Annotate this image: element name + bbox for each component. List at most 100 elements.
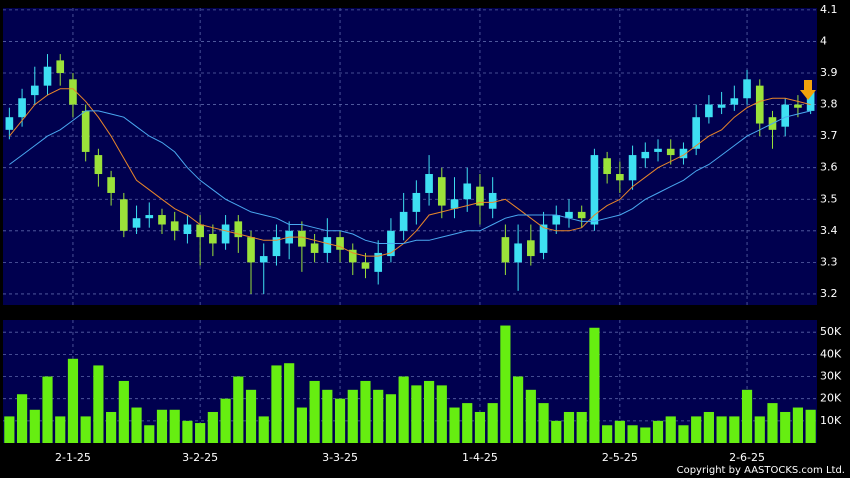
- volume-bar: [322, 389, 333, 443]
- y-tick-label: 3.4: [820, 224, 838, 237]
- candle-body: [552, 215, 561, 225]
- candle-body: [145, 215, 154, 219]
- price-panel: [3, 8, 817, 305]
- volume-bar: [652, 420, 664, 443]
- volume-bar: [462, 403, 473, 443]
- y-tick-label: 3.7: [820, 129, 838, 142]
- volume-bar: [182, 420, 193, 443]
- moving-average-line: [9, 110, 811, 244]
- candle-body: [399, 211, 408, 231]
- volume-bar: [411, 385, 422, 443]
- candle-body: [514, 243, 522, 263]
- volume-bar: [500, 325, 511, 443]
- volume-bar: [55, 416, 66, 443]
- volume-bar: [373, 389, 384, 443]
- y-tick-label: 3.2: [820, 287, 838, 300]
- candle-body: [781, 104, 790, 127]
- candle-body: [501, 237, 510, 263]
- y-tick-label: 50K: [820, 325, 842, 338]
- candle-body: [56, 60, 65, 74]
- volume-bar: [589, 327, 600, 443]
- volume-bar: [665, 416, 676, 443]
- volume-bar: [602, 425, 613, 443]
- candle-body: [590, 155, 599, 225]
- moving-average-line: [9, 88, 811, 257]
- y-tick-label: 40K: [820, 347, 842, 360]
- candle-body: [437, 177, 446, 206]
- volume-bar: [792, 407, 804, 443]
- volume-bar: [220, 398, 231, 443]
- candle-body: [183, 224, 192, 234]
- candle-body: [221, 224, 230, 244]
- candle-body: [361, 262, 370, 269]
- volume-bar: [271, 365, 282, 443]
- candle-body: [18, 98, 26, 118]
- volume-bar: [691, 416, 702, 443]
- volume-bar: [716, 416, 727, 443]
- volume-bar: [525, 389, 536, 443]
- volume-bar: [614, 420, 625, 443]
- candle-body: [81, 110, 90, 152]
- volume-bar: [334, 398, 346, 443]
- signal-arrow: [800, 80, 816, 100]
- candle-body: [120, 199, 128, 231]
- candle-body: [616, 174, 624, 181]
- x-tick-label: 2-6-25: [729, 451, 765, 464]
- y-tick-label: 30K: [820, 370, 842, 383]
- candle-body: [679, 148, 688, 159]
- y-tick-label: 3.8: [820, 98, 838, 111]
- volume-bar: [360, 380, 371, 443]
- volume-bar: [398, 376, 409, 443]
- candle-body: [412, 192, 421, 212]
- candle-body: [463, 183, 472, 200]
- candle-body: [247, 237, 255, 263]
- candle-body: [69, 79, 77, 105]
- volume-bar: [805, 409, 816, 443]
- candle-body: [425, 174, 433, 193]
- candle-body: [666, 148, 675, 156]
- volume-bar: [474, 411, 486, 443]
- volume-bar: [67, 358, 79, 443]
- y-tick-label: 4: [820, 34, 827, 47]
- volume-bar: [678, 425, 689, 443]
- volume-bar: [118, 380, 129, 443]
- candle-body: [806, 91, 815, 111]
- volume-bar: [42, 376, 53, 443]
- y-tick-label: 3.9: [820, 66, 838, 79]
- volume-bar: [563, 411, 575, 443]
- y-tick-label: 20K: [820, 392, 842, 405]
- volume-bar: [195, 423, 206, 443]
- volume-bar: [4, 416, 15, 443]
- volume-bar: [169, 409, 180, 443]
- candle-body: [527, 240, 535, 257]
- volume-bar: [131, 407, 142, 443]
- copyright: Copyright by AASTOCKS.com Ltd.: [677, 465, 845, 476]
- candle-body: [539, 224, 548, 253]
- volume-bar: [538, 403, 549, 443]
- x-tick-label: 1-4-25: [462, 451, 498, 464]
- volume-bar: [347, 389, 358, 443]
- volume-bar: [207, 411, 218, 443]
- candle-body: [565, 211, 573, 219]
- x-tick-label: 2-1-25: [55, 451, 91, 464]
- candle-body: [450, 199, 459, 209]
- candle-body: [476, 186, 484, 206]
- volume-bar: [423, 380, 435, 443]
- candle-body: [348, 249, 357, 263]
- volume-bar: [245, 389, 257, 443]
- volume-bar: [436, 385, 447, 443]
- candle-body: [717, 104, 726, 108]
- candle-body: [170, 221, 179, 231]
- y-tick-label: 3.5: [820, 192, 838, 205]
- volume-bar: [513, 376, 524, 443]
- y-tick-label: 3.3: [820, 255, 838, 268]
- volume-bar: [233, 376, 244, 443]
- y-tick-label: 3.6: [820, 161, 838, 174]
- candle-body: [743, 79, 751, 99]
- volume-bar: [767, 403, 778, 443]
- volume-bar: [284, 363, 295, 443]
- volume-bar: [144, 425, 155, 443]
- volume-bar: [754, 416, 765, 443]
- candle-body: [654, 148, 662, 152]
- candle-body: [374, 252, 383, 272]
